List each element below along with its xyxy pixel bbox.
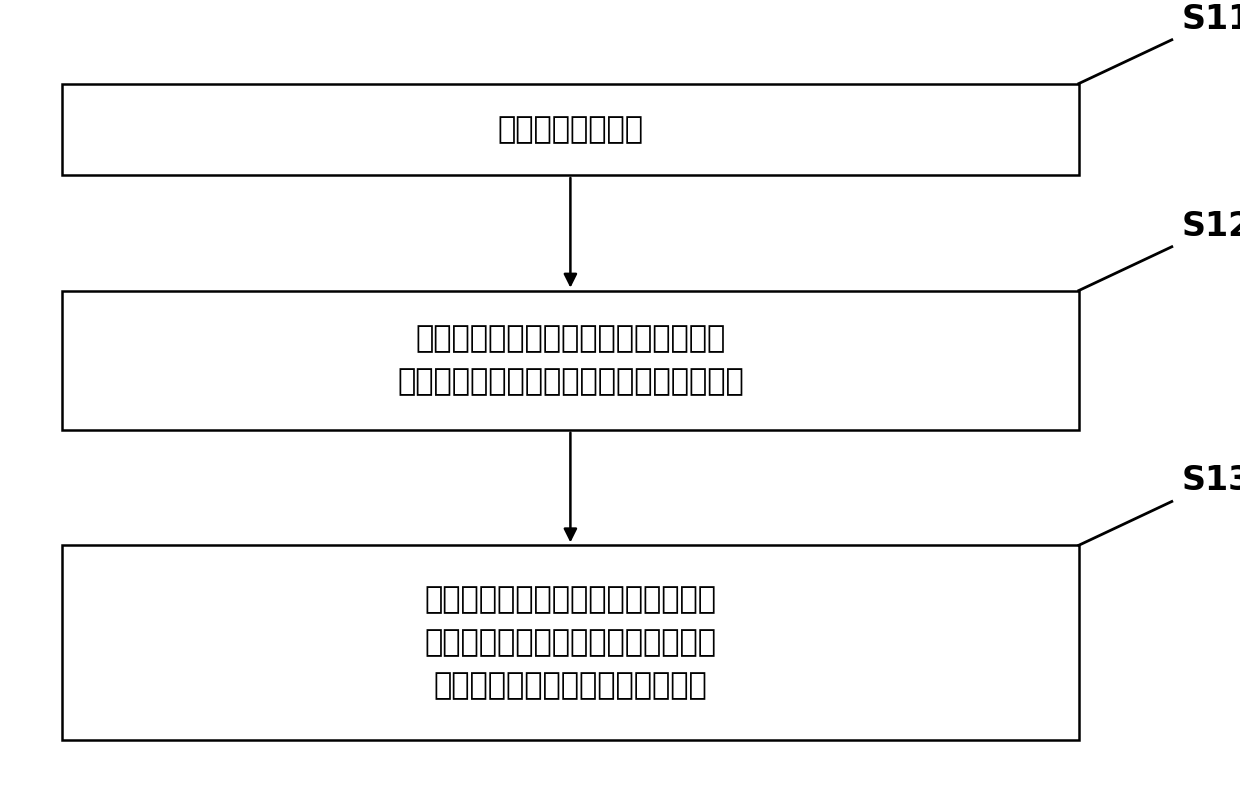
Text: 获取心脏超声视频: 获取心脏超声视频 [497, 115, 644, 144]
Text: S11: S11 [1182, 3, 1240, 36]
Text: S13: S13 [1182, 465, 1240, 498]
Bar [62, 291, 1079, 430]
Bar [62, 545, 1079, 740]
Text: 利用切面类型识别模型对心脏超声视频
进行分类，以确定心脏超声视频的切面类型: 利用切面类型识别模型对心脏超声视频 进行分类，以确定心脏超声视频的切面类型 [397, 324, 744, 396]
Text: 采用与切面类型对应的收缩期舒张期
识别模型对心脏超声视频进行处理，
得到心脏超声视频对应的心动周期: 采用与切面类型对应的收缩期舒张期 识别模型对心脏超声视频进行处理， 得到心脏超声… [424, 586, 717, 700]
Text: S12: S12 [1182, 210, 1240, 243]
Bar [62, 84, 1079, 175]
